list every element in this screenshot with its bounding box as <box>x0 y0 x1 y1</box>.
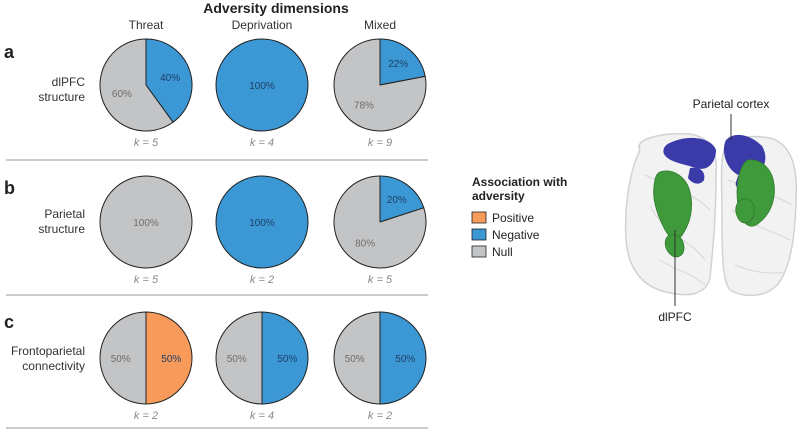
row-letter-b: b <box>4 178 15 198</box>
pie-slice-label: 20% <box>387 195 407 206</box>
row-letter-c: c <box>4 312 14 332</box>
pie-slice-label: 50% <box>227 354 247 365</box>
pie-k-label: k = 5 <box>134 137 159 149</box>
pie-slice-label: 100% <box>133 218 159 229</box>
pie-k-label: k = 4 <box>250 410 274 422</box>
pie-slice-label: 60% <box>112 89 132 100</box>
pie-slice-label: 50% <box>161 354 181 365</box>
chart-title: Adversity dimensions <box>203 0 349 16</box>
pie-slice-label: 50% <box>111 354 131 365</box>
pie-slice-null <box>333 38 427 132</box>
pie-slice-negative <box>261 311 309 405</box>
column-header-deprivation: Deprivation <box>232 18 293 32</box>
pie-slice-null <box>99 38 174 132</box>
legend-swatch-null <box>471 245 487 258</box>
pie-slice-label: 50% <box>277 354 297 365</box>
pie-slice-negative <box>379 311 427 405</box>
pie-slice-null <box>99 311 147 405</box>
row-label-a-line1: dlPFC <box>52 75 86 89</box>
pie-slice-label: 50% <box>395 354 415 365</box>
pie-slice-negative <box>379 175 425 223</box>
legend-label-negative: Negative <box>492 228 540 242</box>
pie-slice-negative <box>145 38 193 123</box>
legend-label-positive: Positive <box>492 211 534 225</box>
pie-slice-label: 100% <box>249 81 275 92</box>
pie-slice-label: 40% <box>160 73 180 84</box>
pie-slice-label: 22% <box>388 59 408 70</box>
parietal-region-left <box>663 137 716 169</box>
pie-slice-label: 80% <box>355 239 375 250</box>
pie-k-label: k = 2 <box>134 410 158 422</box>
parietal-region-left-lobe <box>688 167 705 184</box>
row-label-a-line2: structure <box>38 90 85 104</box>
column-header-mixed: Mixed <box>364 18 396 32</box>
row-letter-a: a <box>4 42 15 62</box>
row-label-c-line2: connectivity <box>22 359 85 373</box>
pie-k-label: k = 4 <box>250 137 274 149</box>
pie-k-label: k = 2 <box>368 410 392 422</box>
pie-slice-null <box>215 311 263 405</box>
dlpfc-label: dlPFC <box>658 310 692 324</box>
legend-label-null: Null <box>492 245 513 259</box>
pie-grid: 40% 60% k = 5 100% k = 4 22% 78% k = 9 100% k = 5… <box>99 38 427 422</box>
brain-illustration: Parietal cortex dlPFC <box>624 97 798 324</box>
pie-slice-negative <box>215 175 309 269</box>
row-label-b-line2: structure <box>38 222 85 236</box>
pie-slice-null <box>333 175 427 269</box>
row-label-c-line1: Frontoparietal <box>11 344 85 358</box>
pie-slice-negative <box>215 38 309 132</box>
legend-title-line2: adversity <box>472 189 525 203</box>
pie-k-label: k = 2 <box>250 274 274 286</box>
legend-swatch-negative <box>471 228 487 241</box>
pie-k-label: k = 9 <box>368 137 392 149</box>
pie-slice-null <box>333 311 381 405</box>
pie-slice-positive <box>145 311 193 405</box>
column-header-threat: Threat <box>129 18 164 32</box>
pie-slice-label: 100% <box>249 218 275 229</box>
pie-slice-label: 50% <box>345 354 365 365</box>
parietal-cortex-label: Parietal cortex <box>693 97 770 111</box>
legend-swatch-positive <box>471 211 487 224</box>
pie-slice-negative <box>379 38 426 86</box>
legend-title-line1: Association with <box>472 175 567 189</box>
row-label-b-line1: Parietal <box>44 207 85 221</box>
pie-slice-label: 78% <box>354 101 374 112</box>
dlpfc-region-right-lower <box>735 198 755 224</box>
pie-k-label: k = 5 <box>368 274 393 286</box>
pie-k-label: k = 5 <box>134 274 159 286</box>
pie-slice-null <box>99 175 193 269</box>
legend: Association with adversity Positive Negat… <box>471 175 567 259</box>
